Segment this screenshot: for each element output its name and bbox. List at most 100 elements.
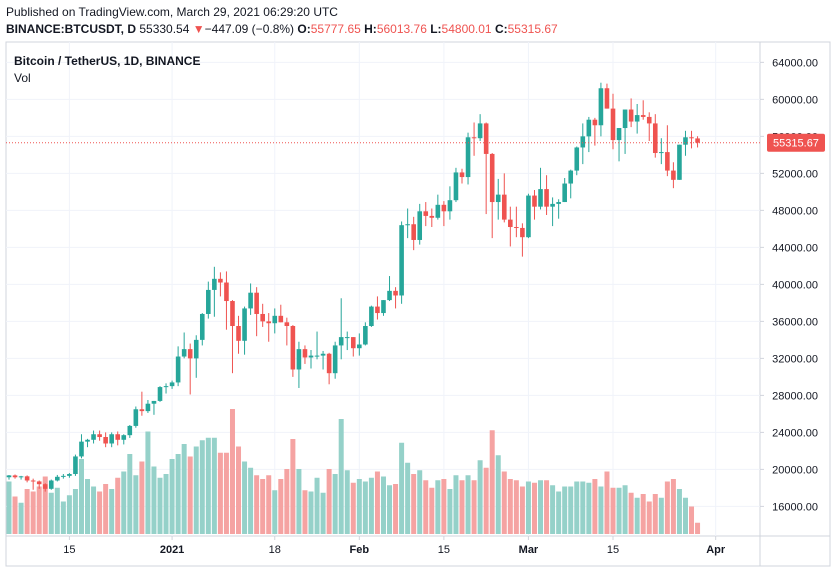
volume-bar	[290, 439, 296, 534]
volume-bar	[54, 487, 60, 534]
candle-body	[73, 456, 78, 475]
volume-bar	[151, 466, 157, 534]
price-tick-label: 24000.00	[772, 427, 818, 439]
candle-body	[320, 353, 326, 356]
volume-bar	[145, 431, 151, 534]
candle-body	[447, 200, 453, 212]
time-tick-label: 18	[269, 544, 281, 556]
volume-bar	[507, 479, 513, 534]
candle-body	[604, 88, 610, 109]
candle-body	[441, 204, 447, 212]
candle-body	[36, 481, 42, 485]
open-label: O:	[297, 22, 311, 36]
volume-bar	[157, 477, 163, 534]
down-arrow-icon: ▼	[192, 22, 205, 36]
volume-bar	[181, 444, 187, 534]
candle-body	[640, 115, 646, 117]
volume-bar	[646, 501, 652, 534]
candle-body	[562, 183, 567, 203]
candle-body	[489, 153, 495, 203]
candle-body	[12, 475, 18, 478]
candles	[6, 82, 700, 492]
candle-body	[272, 315, 278, 324]
chart-border	[5, 41, 831, 567]
volume-bar	[447, 489, 453, 534]
candle-body	[550, 203, 555, 207]
change-value: −447.09 (−0.8%)	[204, 22, 295, 36]
last-price-badge	[767, 133, 825, 152]
last-price-badge-label: 55315.67	[773, 138, 819, 150]
candle-body	[42, 484, 48, 489]
volume-bar	[652, 494, 658, 534]
candle-body	[369, 306, 374, 327]
volume-bar	[477, 460, 483, 534]
candle-body	[18, 476, 24, 478]
volume-bar	[85, 479, 91, 534]
candle-body	[61, 475, 66, 477]
grid-lines	[6, 42, 760, 536]
volume-bar	[616, 487, 622, 534]
volume-bar	[610, 487, 616, 534]
candle-body	[79, 441, 84, 457]
volume-bar	[568, 486, 574, 534]
candle-body	[465, 137, 471, 178]
candle-body	[580, 136, 586, 148]
price-tick-label: 40000.00	[772, 279, 818, 291]
candle-body	[344, 337, 350, 339]
volume-bar	[91, 486, 97, 534]
volume-bar	[459, 480, 465, 534]
candle-body	[652, 123, 658, 154]
candle-body	[121, 435, 127, 440]
volume-bar	[628, 492, 634, 534]
candle-body	[338, 337, 344, 346]
time-tick-label: 15	[607, 544, 619, 556]
published-caption: Published on TradingView.com, March 29, …	[6, 5, 338, 19]
candle-body	[350, 337, 356, 349]
volume-bar	[550, 485, 556, 534]
volume-bar	[531, 482, 537, 534]
candle-body	[363, 326, 368, 345]
candle-body	[526, 195, 531, 238]
candle-body	[55, 476, 60, 481]
price-axis: 64000.0060000.0056000.0052000.0048000.00…	[760, 57, 818, 513]
candle-body	[218, 278, 223, 283]
volume-bar	[127, 454, 133, 534]
candle-body	[206, 289, 211, 314]
candle-body	[139, 409, 145, 412]
candle-body	[423, 211, 429, 216]
volume-bar	[97, 491, 103, 534]
ohlc-legend: BINANCE:BTCUSDT, D 55330.54 ▼−447.09 (−0…	[6, 22, 558, 36]
volume-bar	[217, 452, 223, 534]
volume-bar	[66, 495, 72, 534]
candle-body	[622, 109, 628, 129]
candle-body	[592, 119, 598, 126]
price-tick-label: 32000.00	[772, 353, 818, 365]
candle-body	[393, 290, 398, 296]
candle-body	[671, 170, 676, 180]
volume-bar	[429, 487, 435, 534]
volume-bar	[411, 474, 417, 534]
low-label: L:	[430, 22, 442, 36]
volume-bar	[417, 470, 423, 534]
candle-body	[689, 137, 694, 139]
volume-bar	[36, 486, 42, 534]
candle-body	[260, 313, 265, 322]
volume-bar	[109, 489, 115, 534]
volume-bar	[350, 482, 356, 534]
candle-body	[616, 128, 622, 141]
volume-bars	[6, 409, 701, 534]
candle-body	[574, 147, 580, 171]
volume-bar	[229, 409, 235, 534]
volume-bar	[248, 467, 254, 534]
price-tick-label: 16000.00	[772, 501, 818, 513]
volume-bar	[399, 442, 405, 534]
candle-body	[91, 434, 96, 440]
volume-bar	[634, 497, 640, 534]
price-tick-label: 48000.00	[772, 205, 818, 217]
candle-body	[610, 108, 616, 141]
candle-body	[163, 386, 169, 388]
volume-bar	[435, 480, 441, 534]
volume-bar	[308, 491, 314, 534]
candle-body	[417, 211, 423, 240]
